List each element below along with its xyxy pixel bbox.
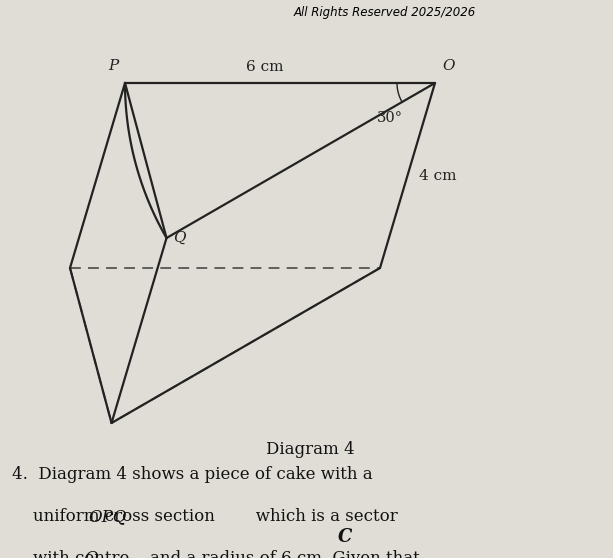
Text: All Rights Reserved 2025/2026: All Rights Reserved 2025/2026 (294, 6, 476, 19)
Text: OPQ: OPQ (88, 508, 126, 525)
Text: Diagram 4: Diagram 4 (265, 441, 354, 458)
Text: O: O (442, 59, 454, 73)
Text: O: O (84, 550, 97, 558)
Text: C: C (338, 528, 352, 546)
Text: uniform cross section           which is a sector: uniform cross section which is a sector (12, 508, 398, 525)
Text: P: P (108, 59, 118, 73)
Text: 4 cm: 4 cm (419, 169, 457, 182)
Text: 4.  Diagram 4 shows a piece of cake with a: 4. Diagram 4 shows a piece of cake with … (12, 466, 373, 483)
Text: Q: Q (173, 231, 186, 245)
Text: with centre     and a radius of 6 cm. Given that: with centre and a radius of 6 cm. Given … (12, 550, 420, 558)
Text: 30°: 30° (377, 111, 403, 125)
Text: 6 cm: 6 cm (246, 60, 284, 74)
